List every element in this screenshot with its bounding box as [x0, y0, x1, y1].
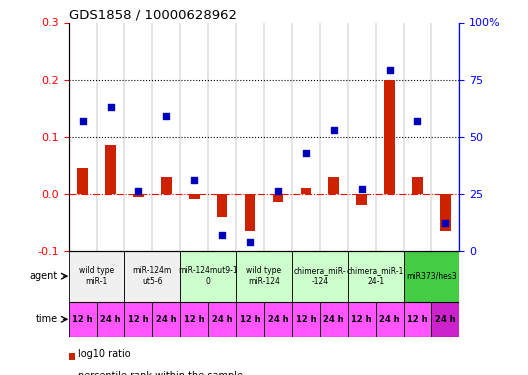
- Text: 12 h: 12 h: [296, 315, 316, 324]
- Text: miR-124mut9-1
0: miR-124mut9-1 0: [178, 267, 238, 286]
- Text: GDS1858 / 10000628962: GDS1858 / 10000628962: [69, 8, 237, 21]
- Point: [385, 68, 394, 74]
- Bar: [348, 302, 375, 337]
- Bar: [217, 194, 228, 217]
- Bar: [125, 302, 153, 337]
- Point: [413, 118, 422, 124]
- Bar: [348, 251, 403, 302]
- Text: wild type
miR-1: wild type miR-1: [79, 267, 114, 286]
- Bar: [125, 251, 180, 302]
- Text: 24 h: 24 h: [212, 315, 232, 324]
- Text: percentile rank within the sample: percentile rank within the sample: [78, 371, 243, 375]
- Text: 12 h: 12 h: [240, 315, 260, 324]
- Bar: [292, 302, 320, 337]
- Bar: [69, 251, 125, 302]
- Text: 24 h: 24 h: [156, 315, 177, 324]
- Point: [78, 118, 87, 124]
- Point: [329, 127, 338, 133]
- Point: [218, 232, 227, 238]
- Bar: [375, 302, 403, 337]
- Text: log10 ratio: log10 ratio: [78, 349, 130, 359]
- Bar: [153, 302, 180, 337]
- Bar: [97, 302, 125, 337]
- Text: 12 h: 12 h: [351, 315, 372, 324]
- Bar: [272, 194, 283, 202]
- Text: 12 h: 12 h: [128, 315, 149, 324]
- Text: 24 h: 24 h: [435, 315, 456, 324]
- Text: 12 h: 12 h: [184, 315, 204, 324]
- Bar: [161, 177, 172, 194]
- Point: [246, 238, 254, 244]
- Bar: [403, 251, 459, 302]
- Text: chimera_miR-1
24-1: chimera_miR-1 24-1: [347, 267, 404, 286]
- Point: [357, 186, 366, 192]
- Text: miR373/hes3: miR373/hes3: [406, 272, 457, 280]
- Point: [162, 113, 171, 119]
- Bar: [412, 177, 423, 194]
- Text: wild type
miR-124: wild type miR-124: [247, 267, 281, 286]
- Bar: [356, 194, 367, 205]
- Bar: [105, 145, 116, 194]
- Bar: [133, 194, 144, 196]
- Text: 12 h: 12 h: [407, 315, 428, 324]
- Text: miR-124m
ut5-6: miR-124m ut5-6: [133, 267, 172, 286]
- Bar: [236, 251, 292, 302]
- Bar: [431, 302, 459, 337]
- Text: 12 h: 12 h: [72, 315, 93, 324]
- Text: 24 h: 24 h: [268, 315, 288, 324]
- Bar: [264, 302, 292, 337]
- Point: [190, 177, 199, 183]
- Point: [106, 104, 115, 110]
- Bar: [403, 302, 431, 337]
- Bar: [328, 177, 339, 194]
- Bar: [300, 188, 311, 194]
- Bar: [292, 251, 348, 302]
- Bar: [180, 251, 236, 302]
- Text: agent: agent: [30, 271, 58, 281]
- Bar: [77, 168, 88, 194]
- Text: 24 h: 24 h: [379, 315, 400, 324]
- Point: [441, 220, 450, 226]
- Bar: [384, 80, 395, 194]
- Text: 24 h: 24 h: [100, 315, 121, 324]
- Bar: [320, 302, 348, 337]
- Point: [134, 189, 143, 195]
- Bar: [208, 302, 236, 337]
- Bar: [440, 194, 451, 231]
- Bar: [189, 194, 200, 200]
- Point: [301, 150, 310, 156]
- Bar: [180, 302, 208, 337]
- Bar: [245, 194, 256, 231]
- Bar: [69, 302, 97, 337]
- Text: chimera_miR-
-124: chimera_miR- -124: [294, 267, 346, 286]
- Point: [274, 189, 282, 195]
- Text: time: time: [36, 314, 58, 324]
- Text: 24 h: 24 h: [324, 315, 344, 324]
- Bar: [236, 302, 264, 337]
